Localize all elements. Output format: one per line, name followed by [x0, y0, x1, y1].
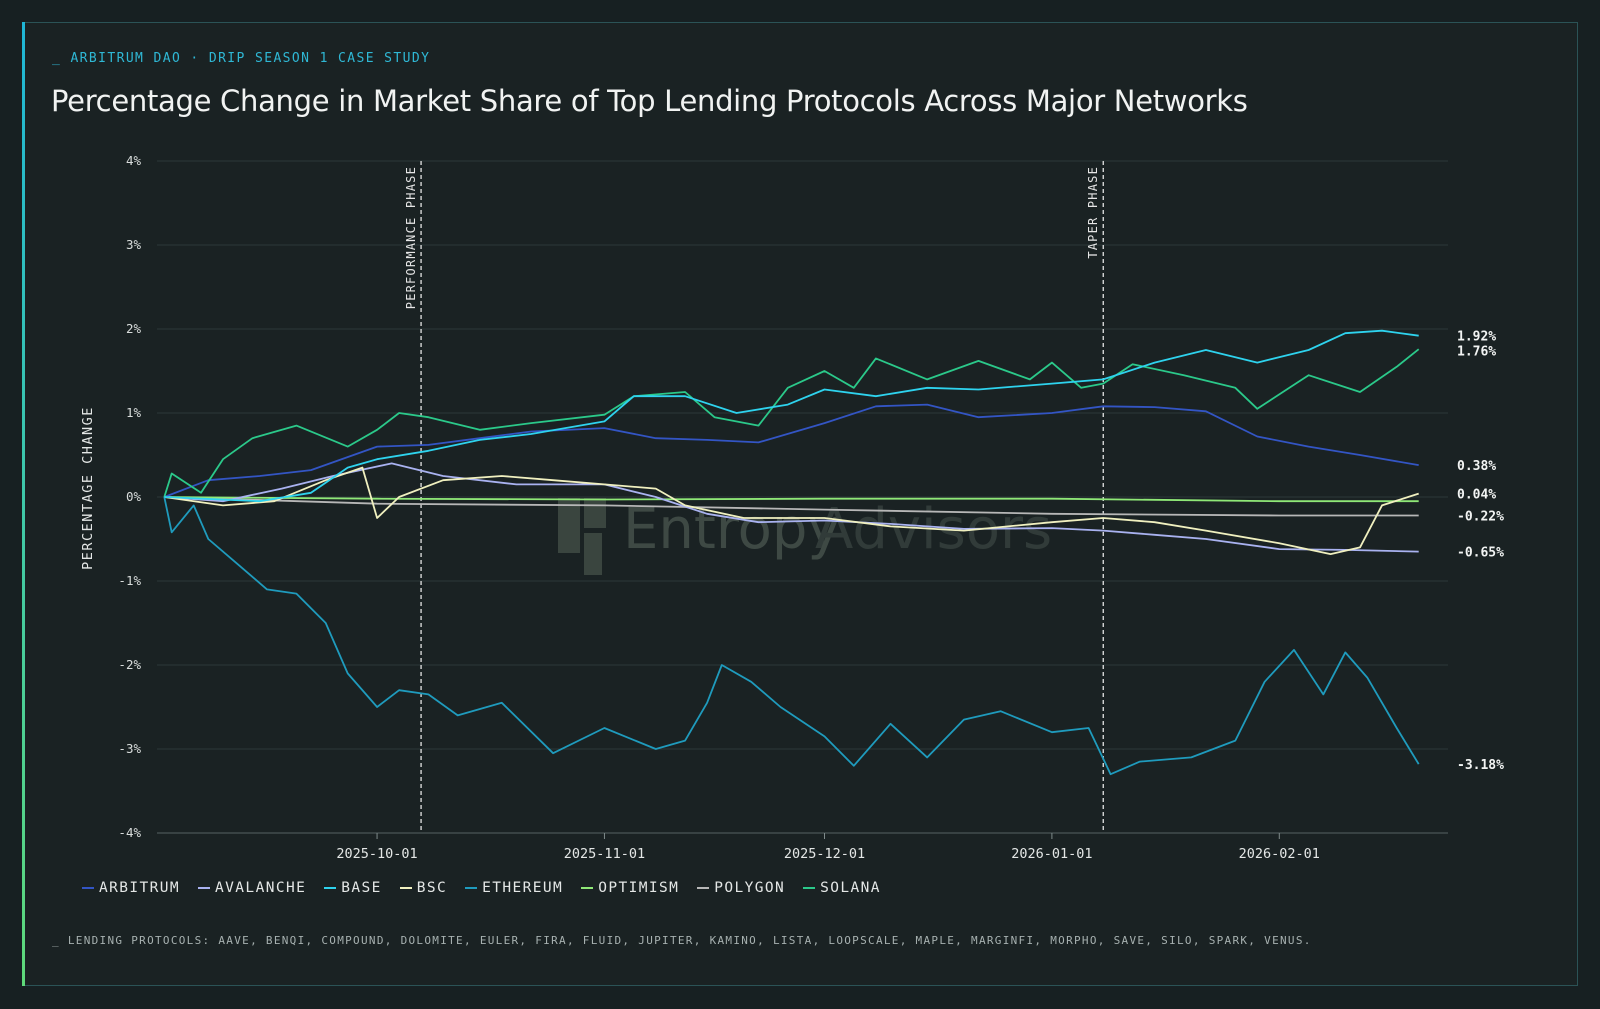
end-label-arbitrum: 0.38% — [1457, 459, 1496, 474]
end-label-ethereum: -3.18% — [1457, 758, 1504, 773]
legend-item-avalanche: AVALANCHE — [198, 880, 306, 896]
legend-swatch — [697, 887, 710, 889]
legend-swatch — [465, 887, 478, 889]
end-label-base: 1.92% — [1457, 330, 1496, 345]
watermark-logo: Entropy Advisors — [558, 497, 1052, 575]
legend-label: BASE — [341, 880, 382, 896]
legend-label: AVALANCHE — [215, 880, 307, 896]
legend-swatch — [324, 887, 337, 889]
series-line-arbitrum — [163, 403, 1419, 498]
end-label-polygon: -0.22% — [1457, 509, 1504, 524]
phase-label: TAPER PHASE — [1086, 166, 1100, 259]
chart-card — [22, 22, 1578, 986]
phase-label: PERFORMANCE PHASE — [404, 166, 418, 309]
footer-note: _ LENDING PROTOCOLS: AAVE, BENQI, COMPOU… — [52, 934, 1312, 947]
x-tick-label: 2025-11-01 — [564, 846, 645, 862]
y-tick-label: -2% — [118, 657, 141, 672]
series-line-solana — [163, 348, 1420, 498]
chart-legend: ARBITRUM AVALANCHE BASE BSC ETHEREUM OPTIMISM… — [82, 880, 881, 896]
phase-annotations: PERFORMANCE PHASE TAPER PHASE — [404, 161, 1104, 833]
legend-label: SOLANA — [820, 880, 881, 896]
legend-item-solana: SOLANA — [803, 880, 881, 896]
legend-swatch — [82, 887, 94, 889]
y-tick-label: 0% — [126, 489, 142, 504]
y-tick-label: -3% — [118, 741, 141, 756]
series-lines — [163, 329, 1420, 776]
legend-item-base: BASE — [324, 880, 382, 896]
legend-label: ARBITRUM — [99, 880, 181, 896]
series-line-bsc — [164, 466, 1419, 555]
y-axis: 4% 3% 2% 1% 0% -1% -2% -3% -4% — [118, 153, 141, 840]
end-label-solana: 1.76% — [1457, 345, 1496, 360]
legend-label: OPTIMISM — [598, 880, 680, 896]
y-tick-label: 1% — [126, 405, 142, 420]
end-labels: 1.92%1.76% 0.38% 0.04% -0.22% -0.65% -3.18% — [1457, 330, 1504, 773]
legend-swatch — [399, 887, 412, 889]
legend-item-arbitrum: ARBITRUM — [82, 880, 180, 896]
end-label-bsc: 0.04% — [1457, 488, 1496, 503]
series-line-ethereum — [163, 496, 1420, 776]
series-line-optimism — [164, 496, 1419, 503]
end-label-avalanche: -0.65% — [1457, 546, 1504, 561]
chart-title: Percentage Change in Market Share of Top… — [51, 84, 1248, 118]
y-tick-label: -4% — [118, 825, 141, 840]
x-tick-label: 2026-02-01 — [1239, 846, 1320, 862]
legend-swatch — [198, 887, 211, 889]
legend-label: BSC — [416, 880, 448, 896]
y-tick-label: 3% — [126, 237, 142, 252]
y-tick-label: 4% — [126, 153, 142, 168]
legend-swatch — [803, 887, 816, 889]
y-tick-label: -1% — [118, 573, 141, 588]
series-line-polygon — [164, 496, 1419, 517]
legend-item-optimism: OPTIMISM — [581, 880, 679, 896]
legend-item-bsc: BSC — [399, 880, 448, 896]
legend-label: ETHEREUM — [482, 880, 564, 896]
grid-lines — [157, 160, 1448, 834]
legend-swatch — [581, 887, 594, 889]
legend-item-polygon: POLYGON — [697, 880, 785, 896]
y-tick-label: 2% — [126, 321, 142, 336]
x-tick-label: 2025-10-01 — [336, 846, 417, 862]
series-line-base — [164, 329, 1419, 503]
legend-item-ethereum: ETHEREUM — [465, 880, 563, 896]
x-tick-label: 2025-12-01 — [784, 846, 865, 862]
accent-bar — [22, 22, 25, 986]
x-tick-label: 2026-01-01 — [1011, 846, 1092, 862]
legend-label: POLYGON — [714, 880, 786, 896]
x-axis: 2025-10-01 2025-11-01 2025-12-01 2026-01-01… — [336, 833, 1320, 862]
eyebrow-label: _ ARBITRUM DAO · DRIP SEASON 1 CASE STUD… — [52, 51, 431, 66]
y-axis-label: PERCENTAGE CHANGE — [80, 406, 96, 570]
